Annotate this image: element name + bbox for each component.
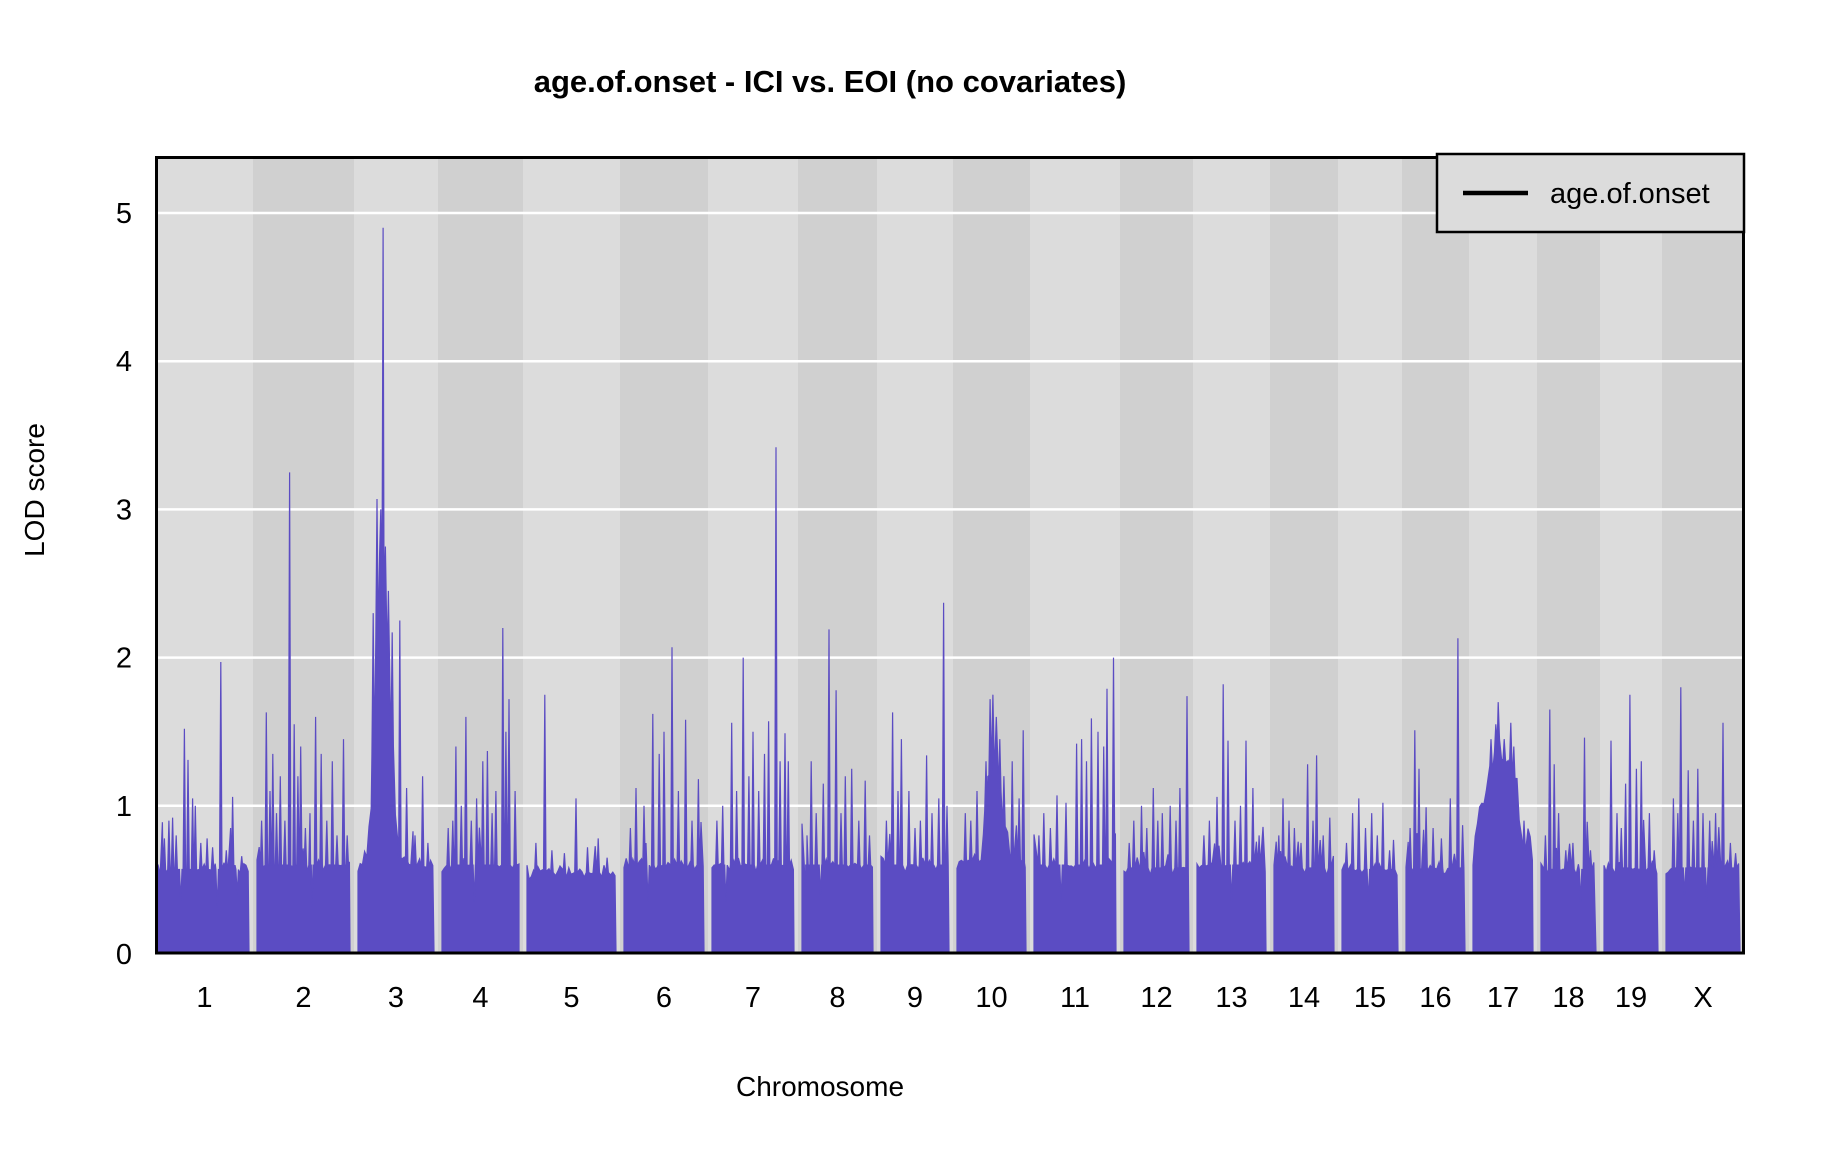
lod-curve-chr-3 bbox=[357, 227, 435, 953]
y-tick-label-4: 4 bbox=[116, 346, 132, 378]
chromosome-band-1 bbox=[156, 157, 253, 953]
lod-curve-chr-1 bbox=[157, 661, 250, 953]
x-tick-label-chr-15: 15 bbox=[1354, 982, 1386, 1014]
x-tick-label-chr-5: 5 bbox=[563, 982, 579, 1014]
lod-curve-chr-9 bbox=[880, 602, 950, 953]
y-axis-label: LOD score bbox=[19, 423, 50, 557]
x-tick-label-chr-13: 13 bbox=[1215, 982, 1247, 1014]
x-tick-label-chr-4: 4 bbox=[472, 982, 488, 1014]
chromosome-band-14 bbox=[1270, 157, 1338, 953]
lod-curve-chr-4 bbox=[441, 627, 520, 953]
x-tick-label-chr-17: 17 bbox=[1487, 982, 1519, 1014]
lod-curve-chr-10 bbox=[956, 694, 1027, 953]
y-tick-label-5: 5 bbox=[116, 198, 132, 230]
y-tick-label-1: 1 bbox=[116, 791, 132, 823]
x-tick-label-chr-3: 3 bbox=[388, 982, 404, 1014]
lod-curve-chr-14 bbox=[1273, 755, 1335, 953]
x-tick-label-chr-10: 10 bbox=[975, 982, 1007, 1014]
y-axis-tick-labels: 0 1 2 3 4 5 bbox=[116, 198, 132, 971]
lod-curve-chr-18 bbox=[1540, 709, 1597, 953]
legend-label: age.of.onset bbox=[1550, 178, 1710, 210]
chromosome-band-5 bbox=[523, 157, 620, 953]
lod-curve-chr-15 bbox=[1341, 798, 1399, 953]
x-tick-label-chr-12: 12 bbox=[1140, 982, 1172, 1014]
x-tick-label-chr-9: 9 bbox=[907, 982, 923, 1014]
lod-curve-chr-8 bbox=[801, 629, 874, 953]
lod-curve-chr-X bbox=[1665, 687, 1741, 953]
lod-curve-chr-12 bbox=[1123, 696, 1190, 953]
x-tick-label-chr-8: 8 bbox=[829, 982, 845, 1014]
chromosome-band-9 bbox=[877, 157, 953, 953]
y-tick-label-2: 2 bbox=[116, 643, 132, 675]
lod-series bbox=[157, 227, 1741, 953]
lod-curve-chr-11 bbox=[1033, 657, 1117, 953]
x-tick-label-chr-16: 16 bbox=[1419, 982, 1451, 1014]
chromosome-band-12 bbox=[1120, 157, 1193, 953]
x-tick-label-chr-X: X bbox=[1693, 982, 1712, 1014]
lod-curve-chr-5 bbox=[526, 694, 617, 953]
lod-curve-chr-17 bbox=[1472, 702, 1534, 953]
y-tick-label-3: 3 bbox=[116, 494, 132, 526]
chromosome-band-2 bbox=[253, 157, 354, 953]
lod-curve-chr-19 bbox=[1603, 694, 1659, 953]
lod-curve-chr-16 bbox=[1405, 638, 1466, 953]
y-tick-label-0: 0 bbox=[116, 939, 132, 971]
lod-curve-chr-6 bbox=[623, 647, 705, 953]
chromosome-band-15 bbox=[1338, 157, 1402, 953]
lod-curve-chr-13 bbox=[1196, 684, 1267, 953]
x-tick-label-chr-11: 11 bbox=[1060, 982, 1090, 1014]
legend: age.of.onset bbox=[1435, 152, 1746, 234]
plot-border bbox=[155, 156, 1745, 955]
x-tick-label-chr-7: 7 bbox=[745, 982, 761, 1014]
x-tick-label-chr-14: 14 bbox=[1288, 982, 1320, 1014]
x-tick-label-chr-18: 18 bbox=[1552, 982, 1584, 1014]
chromosome-band-13 bbox=[1193, 157, 1270, 953]
lod-curve-chr-7 bbox=[711, 447, 795, 953]
x-axis-chromosome-labels: 1 2 3 4 5 6 7 8 9 10 11 12 13 14 15 16 17 18 19 X bbox=[196, 982, 1712, 1014]
chart-title: age.of.onset - ICI vs. EOI (no covariate… bbox=[534, 64, 1127, 99]
lod-curve-chr-2 bbox=[256, 472, 351, 953]
x-tick-label-chr-1: 1 bbox=[196, 982, 212, 1014]
x-tick-label-chr-2: 2 bbox=[295, 982, 311, 1014]
chromosome-band-18 bbox=[1537, 157, 1600, 953]
x-axis-label: Chromosome bbox=[736, 1071, 904, 1102]
x-tick-label-chr-6: 6 bbox=[656, 982, 672, 1014]
x-tick-label-chr-19: 19 bbox=[1615, 982, 1647, 1014]
